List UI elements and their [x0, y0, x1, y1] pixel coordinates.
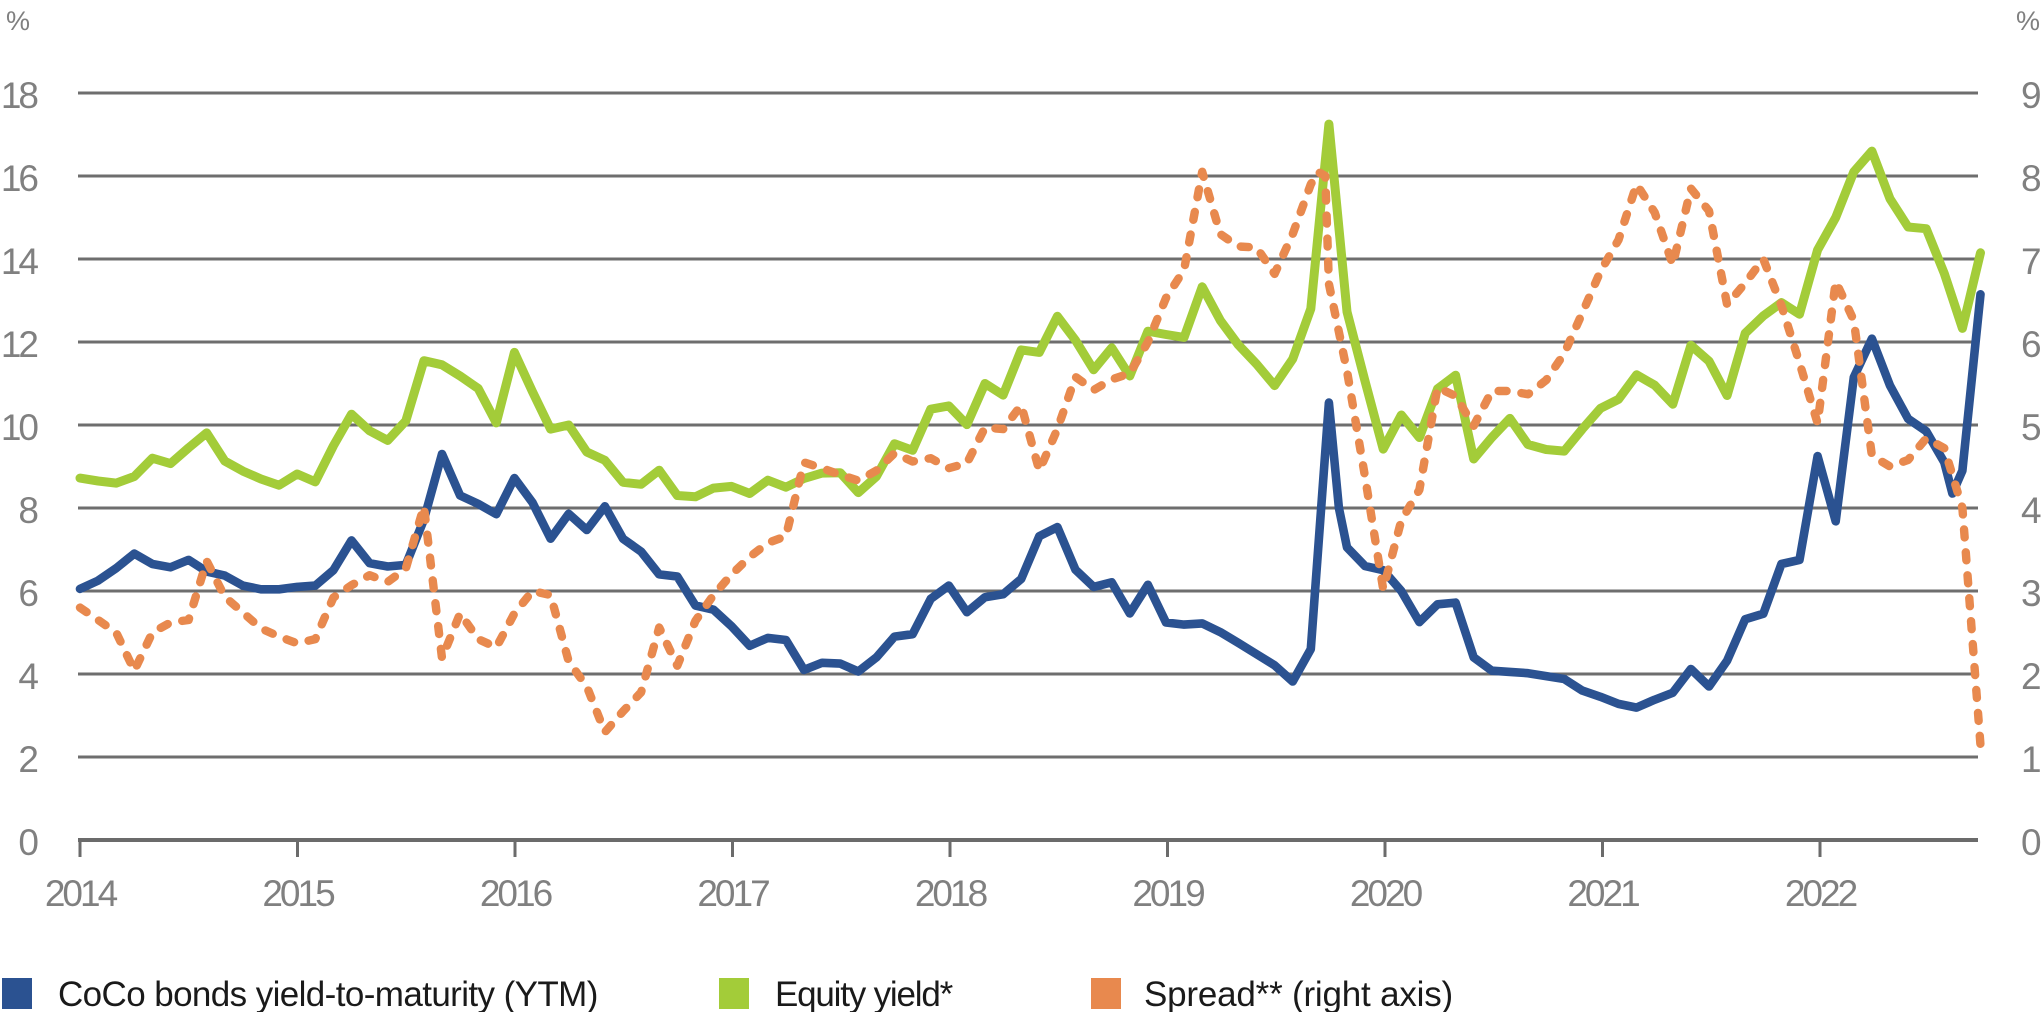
svg-text:7: 7 — [2021, 241, 2040, 282]
svg-text:0: 0 — [2021, 822, 2041, 863]
svg-text:2: 2 — [2021, 656, 2040, 697]
svg-text:10: 10 — [1, 407, 39, 448]
svg-text:4: 4 — [2021, 490, 2041, 531]
svg-text:Equity yield*: Equity yield* — [775, 975, 954, 1012]
svg-text:2016: 2016 — [480, 873, 552, 914]
svg-text:%: % — [6, 6, 30, 36]
svg-text:CoCo bonds yield-to-maturity (: CoCo bonds yield-to-maturity (YTM) — [58, 975, 598, 1012]
svg-text:2021: 2021 — [1567, 873, 1639, 914]
svg-text:Spread** (right axis): Spread** (right axis) — [1144, 975, 1453, 1012]
svg-text:8: 8 — [18, 490, 37, 531]
svg-text:2022: 2022 — [1785, 873, 1857, 914]
svg-text:%: % — [2016, 6, 2040, 36]
svg-text:6: 6 — [2021, 324, 2040, 365]
svg-text:2020: 2020 — [1350, 873, 1423, 914]
svg-text:1: 1 — [2021, 739, 2040, 780]
svg-text:2017: 2017 — [697, 873, 769, 914]
svg-text:8: 8 — [2021, 158, 2040, 199]
svg-text:9: 9 — [2021, 75, 2040, 116]
svg-text:4: 4 — [18, 656, 38, 697]
svg-text:0: 0 — [18, 822, 38, 863]
svg-text:14: 14 — [1, 241, 39, 282]
svg-text:3: 3 — [2021, 573, 2040, 614]
svg-text:16: 16 — [1, 158, 38, 199]
svg-text:2019: 2019 — [1132, 873, 1204, 914]
svg-text:2: 2 — [18, 739, 37, 780]
svg-text:5: 5 — [2021, 407, 2041, 448]
svg-text:2018: 2018 — [915, 873, 987, 914]
svg-text:6: 6 — [18, 573, 37, 614]
svg-text:2015: 2015 — [262, 873, 335, 914]
svg-text:12: 12 — [1, 324, 38, 365]
svg-text:2014: 2014 — [45, 873, 118, 914]
svg-text:18: 18 — [1, 75, 38, 116]
